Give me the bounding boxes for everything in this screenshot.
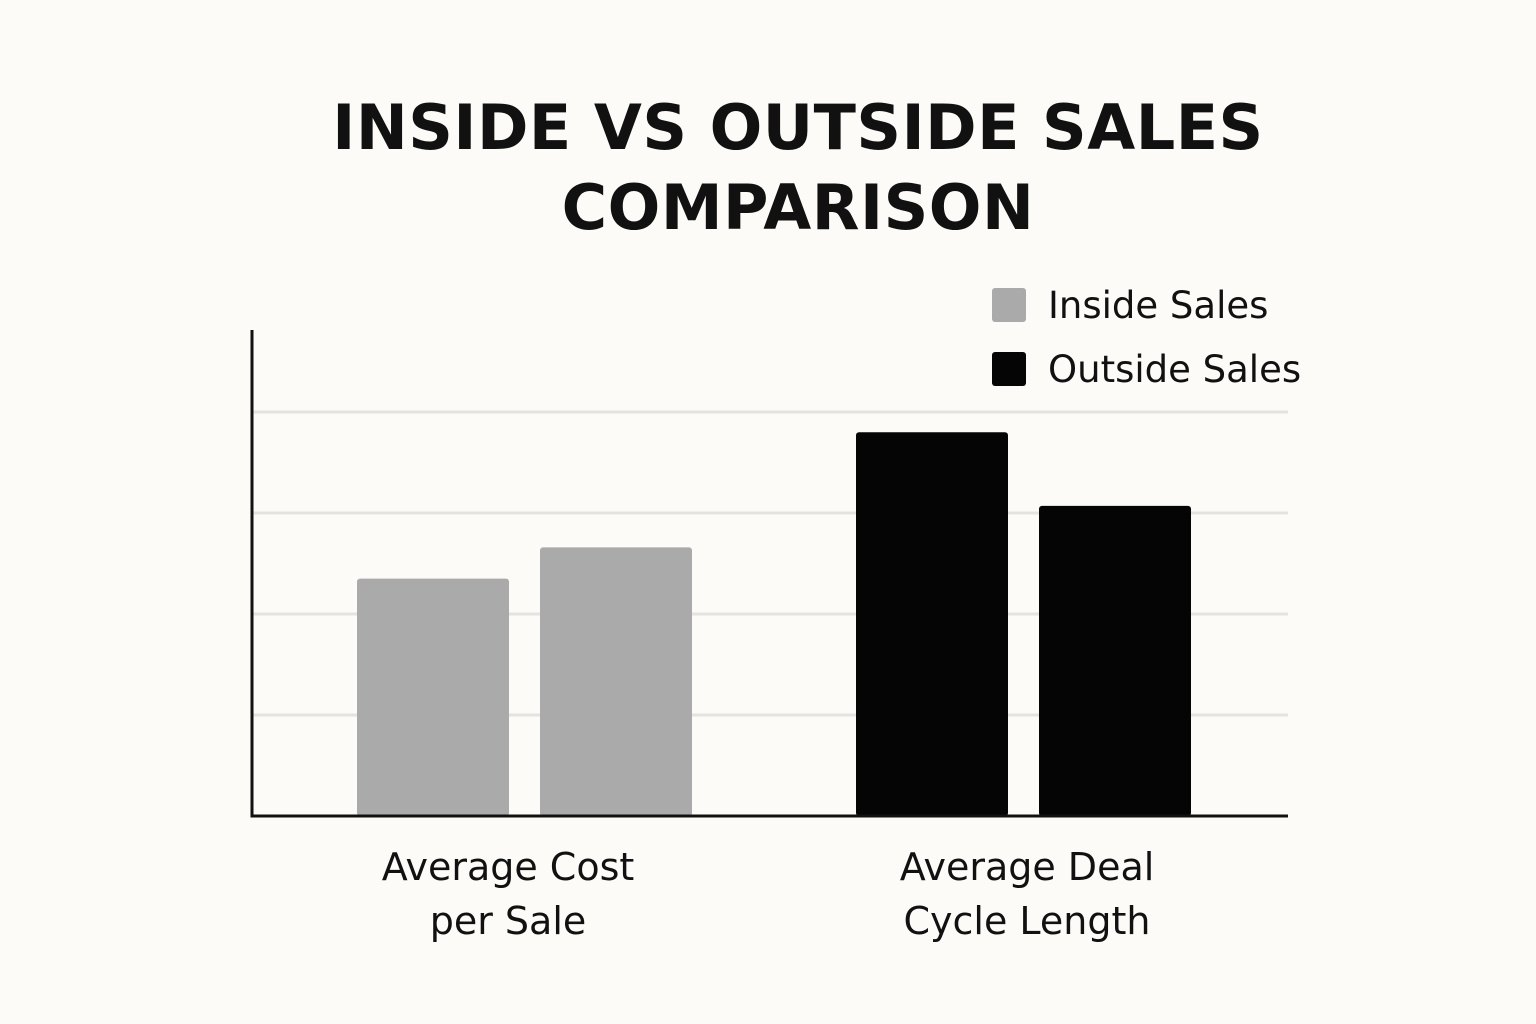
bar-outside-sales-average-cost-per-sale xyxy=(540,547,692,816)
legend-label-inside-sales: Inside Sales xyxy=(1048,283,1269,327)
bars xyxy=(357,432,1191,816)
bar-inside-sales-average-deal-cycle-length xyxy=(856,432,1008,816)
legend-item-outside-sales: Outside Sales xyxy=(992,346,1301,392)
legend-swatch-inside-sales xyxy=(992,288,1026,322)
legend-swatch-outside-sales xyxy=(992,352,1026,386)
legend-label-outside-sales: Outside Sales xyxy=(1048,347,1302,391)
bar-inside-sales-average-cost-per-sale xyxy=(357,578,509,816)
chart-title: INSIDE VS OUTSIDE SALES COMPARISON xyxy=(240,88,1356,248)
chart-title-line-1: INSIDE VS OUTSIDE SALES xyxy=(332,91,1264,164)
chart-title-line-2: COMPARISON xyxy=(561,171,1035,244)
x-tick-label-average-cost-per-sale: Average Cost per Sale xyxy=(328,840,688,948)
x-tick-label-line: per Sale xyxy=(429,899,587,943)
x-tick-label-line: Average Cost xyxy=(381,845,635,889)
x-tick-label-line: Cycle Length xyxy=(903,899,1151,943)
x-tick-label-average-deal-cycle-length: Average Deal Cycle Length xyxy=(847,840,1207,948)
legend-item-inside-sales: Inside Sales xyxy=(992,282,1301,328)
legend: Inside Sales Outside Sales xyxy=(992,282,1301,410)
bar-outside-sales-average-deal-cycle-length xyxy=(1039,505,1191,816)
axes xyxy=(250,330,1288,818)
x-tick-label-line: Average Deal xyxy=(899,845,1155,889)
